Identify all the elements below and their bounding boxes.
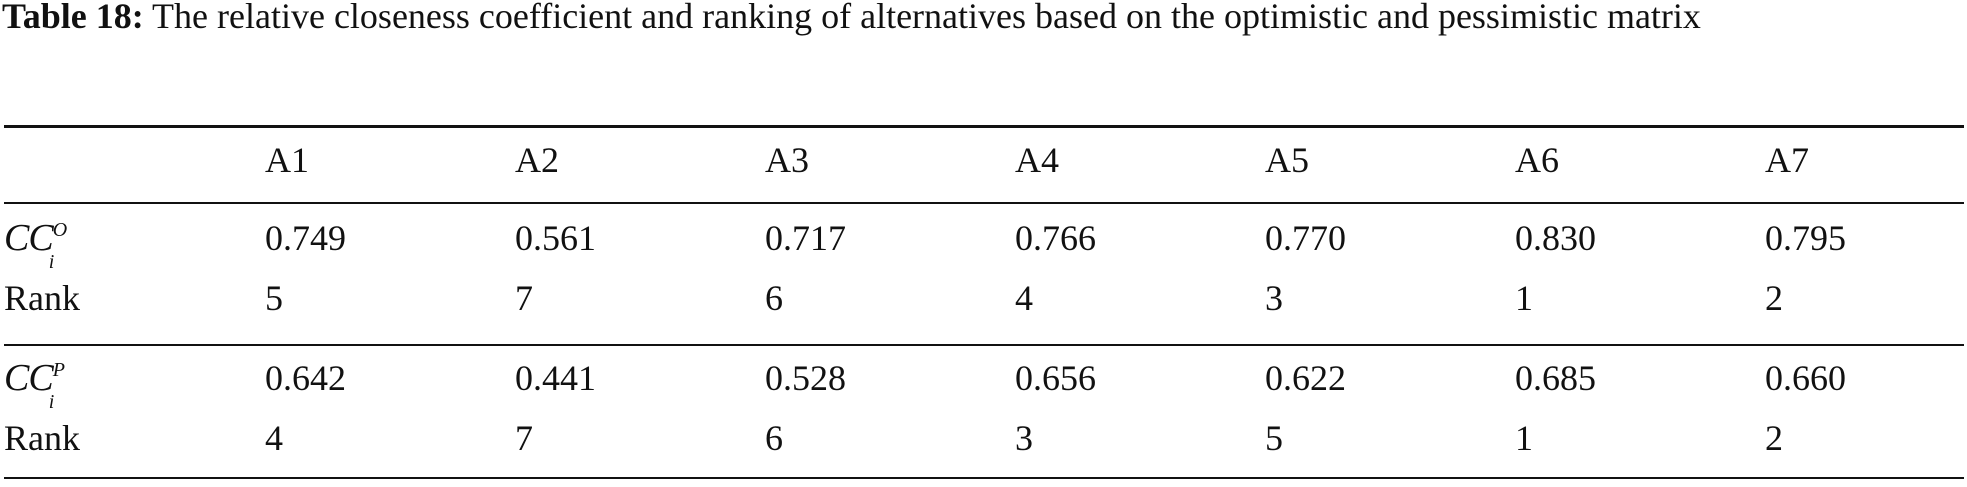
column-header: A6	[1515, 140, 1559, 180]
rank-value: 1	[1515, 278, 1533, 318]
closeness-value: 0.656	[1015, 358, 1096, 398]
rank-value: 3	[1265, 278, 1283, 318]
rank-value: 2	[1765, 418, 1783, 458]
rank-value: 1	[1515, 418, 1533, 458]
rank-value: 5	[265, 278, 283, 318]
column-header: A2	[515, 140, 559, 180]
closeness-value: 0.749	[265, 218, 346, 258]
closeness-value: 0.441	[515, 358, 596, 398]
rank-value: 4	[265, 418, 283, 458]
closeness-value: 0.830	[1515, 218, 1596, 258]
measure-base: CC	[4, 217, 54, 259]
closeness-value: 0.717	[765, 218, 846, 258]
column-header: A7	[1765, 140, 1809, 180]
rank-label: Rank	[4, 418, 80, 458]
closeness-value: 0.622	[1265, 358, 1346, 398]
rank-value: 2	[1765, 278, 1783, 318]
column-header: A5	[1265, 140, 1309, 180]
rank-value: 6	[765, 418, 783, 458]
column-header: A3	[765, 140, 809, 180]
caption-label: Table 18:	[2, 0, 144, 36]
closeness-value: 0.766	[1015, 218, 1096, 258]
header-rule	[4, 202, 1964, 204]
closeness-value: 0.561	[515, 218, 596, 258]
rank-value: 7	[515, 418, 533, 458]
measure-subscript: i	[48, 391, 55, 413]
group-rule	[4, 344, 1964, 346]
table-caption: Table 18: The relative closeness coeffic…	[2, 0, 1962, 37]
measure-superscript: O	[52, 219, 68, 241]
closeness-value: 0.642	[265, 358, 346, 398]
closeness-value: 0.528	[765, 358, 846, 398]
caption-text: The relative closeness coefficient and r…	[143, 0, 1701, 36]
closeness-value: 0.660	[1765, 358, 1846, 398]
measure-superscript: P	[52, 359, 65, 381]
closeness-value: 0.770	[1265, 218, 1346, 258]
rank-label: Rank	[4, 278, 80, 318]
column-header: A4	[1015, 140, 1059, 180]
rank-value: 3	[1015, 418, 1033, 458]
measure-base: CC	[4, 357, 54, 399]
rank-value: 4	[1015, 278, 1033, 318]
closeness-value: 0.795	[1765, 218, 1846, 258]
rank-value: 6	[765, 278, 783, 318]
measure-subscript: i	[48, 251, 55, 273]
closeness-value: 0.685	[1515, 358, 1596, 398]
top-rule	[4, 125, 1964, 128]
column-header: A1	[265, 140, 309, 180]
rank-value: 5	[1265, 418, 1283, 458]
bottom-rule	[4, 477, 1964, 479]
rank-value: 7	[515, 278, 533, 318]
